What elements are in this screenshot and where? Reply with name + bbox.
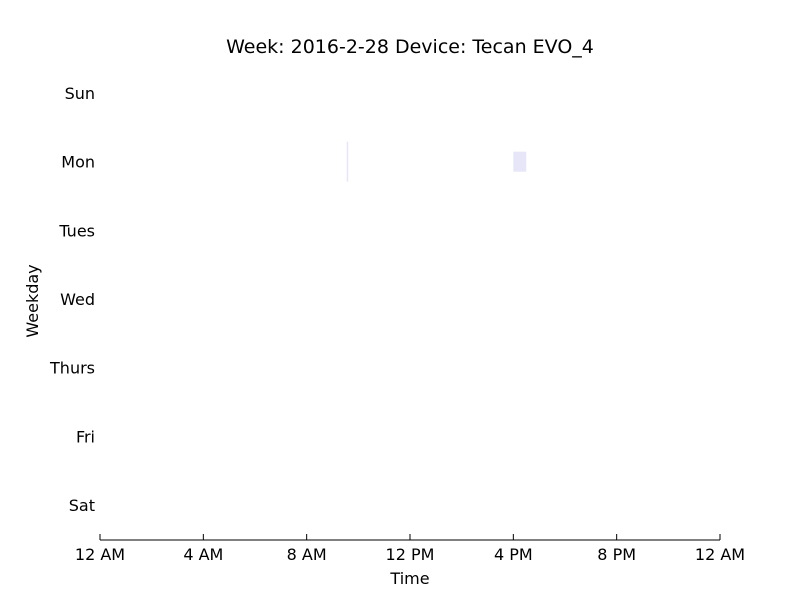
x-tick-label: 12 AM <box>695 545 745 564</box>
y-tick-label: Tues <box>58 221 95 240</box>
usage-bar <box>513 151 527 172</box>
y-tick-label: Sat <box>69 496 95 515</box>
y-tick-label: Mon <box>61 153 95 172</box>
x-axis-label: Time <box>389 569 429 588</box>
usage-bar <box>346 141 349 182</box>
x-tick-label: 4 PM <box>494 545 533 564</box>
x-tick-label: 4 AM <box>183 545 223 564</box>
x-tick-label: 12 PM <box>386 545 435 564</box>
x-axis-ticks: 12 AM 4 AM 8 AM 12 PM 4 PM 8 PM 12 AM <box>75 534 745 564</box>
y-tick-label: Fri <box>76 427 95 446</box>
y-tick-label: Wed <box>60 290 95 309</box>
x-tick-label: 8 AM <box>287 545 327 564</box>
y-axis-tick-labels: Sun Mon Tues Wed Thurs Fri Sat <box>49 84 95 515</box>
y-axis-label: Weekday <box>23 264 42 337</box>
chart-title: Week: 2016-2-28 Device: Tecan EVO_4 <box>226 36 594 58</box>
usage-bars <box>346 141 527 182</box>
x-tick-label: 12 AM <box>75 545 125 564</box>
y-tick-label: Thurs <box>49 359 95 378</box>
y-tick-label: Sun <box>65 84 95 103</box>
x-tick-label: 8 PM <box>597 545 636 564</box>
